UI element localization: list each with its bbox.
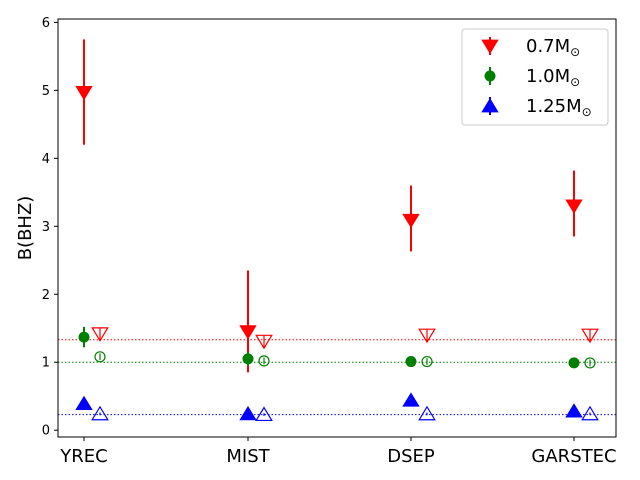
y-tick-label-0: 0 (42, 424, 50, 439)
x-tick-label-garstec: GARSTEC (531, 446, 616, 467)
legend-label-main: 1.0M (526, 66, 570, 87)
data-point-s4-3 (565, 403, 583, 418)
legend-label-0: 0.7M⊙ (526, 36, 580, 59)
legend-label-2: 1.25M⊙ (526, 96, 592, 119)
data-point-s2-1 (242, 353, 254, 365)
x-axis: YREC MIST DSEP GARSTEC (59, 437, 617, 467)
data-point-s1-0 (91, 327, 109, 342)
data-point-s1-1 (255, 334, 273, 350)
legend-marker-0 (481, 39, 499, 54)
data-point-s3-1 (258, 355, 270, 367)
legend-label-sub: ⊙ (570, 75, 580, 89)
data-point-s5-3 (581, 405, 599, 421)
y-tick-label-5: 5 (42, 84, 50, 99)
y-tick-label-2: 2 (42, 288, 50, 303)
data-point-s3-3 (584, 357, 596, 369)
x-tick-label-mist: MIST (226, 446, 270, 467)
data-point-s4-2 (402, 392, 420, 407)
y-tick-label-6: 6 (42, 16, 50, 31)
legend-label-main: 0.7M (526, 36, 570, 57)
plot-frame (57, 18, 617, 438)
y-tick-label-3: 3 (42, 220, 50, 235)
legend-marker-2 (481, 98, 499, 113)
legend: 0.7M⊙1.0M⊙1.25M⊙ (461, 28, 609, 126)
data-point-s5-2 (418, 405, 436, 421)
data-point-s2-0 (78, 331, 90, 343)
legend-label-sub: ⊙ (570, 45, 580, 59)
data-point-s4-1 (239, 405, 257, 421)
y-axis-label: B(BHZ) (15, 196, 36, 261)
data-point-s0-1 (239, 325, 257, 340)
legend-box (461, 28, 609, 126)
data-point-s0-0 (75, 86, 93, 101)
data-point-s5-0 (91, 405, 109, 421)
data-markers (75, 86, 599, 422)
data-point-s0-3 (565, 199, 583, 214)
data-point-s5-1 (255, 406, 273, 422)
data-point-s2-2 (405, 356, 417, 368)
data-point-s3-0 (94, 351, 106, 363)
data-point-s2-3 (568, 357, 580, 369)
y-tick-label-4: 4 (42, 152, 50, 167)
x-tick-label-yrec: YREC (59, 446, 107, 467)
legend-label-main: 1.25M (526, 96, 582, 117)
y-tick-label-1: 1 (42, 356, 50, 371)
data-point-s1-3 (581, 328, 599, 344)
legend-label-sub: ⊙ (582, 105, 592, 119)
reference-lines (58, 339, 616, 416)
x-tick-label-dsep: DSEP (387, 446, 435, 467)
legend-marker-1 (484, 70, 496, 82)
data-point-s3-2 (421, 355, 433, 368)
data-point-s1-2 (418, 328, 436, 344)
data-point-s4-0 (75, 395, 93, 411)
y-axis: 0 1 2 3 4 5 6 (42, 16, 58, 439)
data-point-s0-2 (402, 213, 420, 229)
legend-label-1: 1.0M⊙ (526, 66, 580, 89)
